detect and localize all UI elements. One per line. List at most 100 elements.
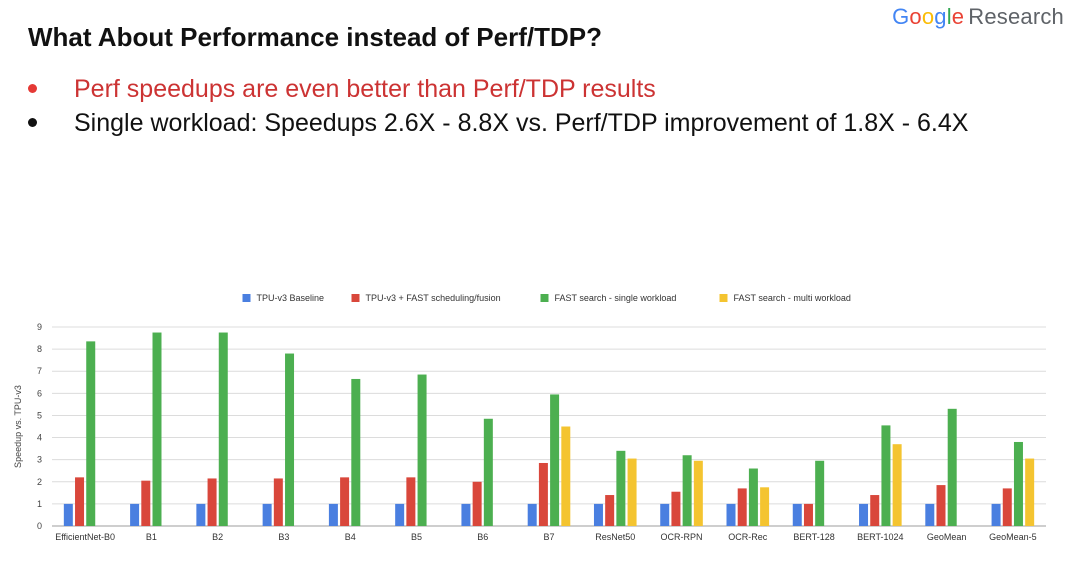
- bar: [947, 408, 957, 526]
- google-research-logo: Google Research: [892, 4, 1064, 30]
- bar: [881, 425, 891, 526]
- y-tick-label: 6: [37, 388, 42, 398]
- speedup-bar-chart: 0 1 2 3 4 5 6 7 8 9 Speedup vs. TPU-v3 EfficientNet…: [13, 293, 1046, 542]
- bar: [660, 503, 670, 526]
- bullet-item: Single workload: Speedups 2.6X - 8.8X vs…: [28, 106, 968, 140]
- bullet-dot-icon: [28, 84, 37, 93]
- bar: [1025, 458, 1035, 526]
- bar: [351, 378, 361, 526]
- bar: [561, 426, 571, 526]
- x-tick-label: B3: [278, 532, 289, 542]
- x-tick-label: ResNet50: [595, 532, 635, 542]
- bar: [483, 418, 493, 526]
- x-tick-label: B4: [345, 532, 356, 542]
- google-letter: o: [921, 4, 935, 29]
- bar: [196, 503, 206, 526]
- slide-title: What About Performance instead of Perf/T…: [28, 22, 602, 52]
- bar: [527, 503, 537, 526]
- bar: [870, 495, 880, 526]
- bar: [693, 460, 703, 526]
- bar: [86, 341, 96, 526]
- bar: [792, 503, 802, 526]
- bar: [461, 503, 471, 526]
- bullet-item: Perf speedups are even better than Perf/…: [28, 72, 968, 106]
- bar: [616, 450, 626, 526]
- x-tick-label: B6: [477, 532, 488, 542]
- y-tick-label: 3: [37, 455, 42, 465]
- bar: [1013, 441, 1023, 526]
- bar: [748, 468, 758, 526]
- legend-label: FAST search - single workload: [555, 293, 677, 303]
- research-wordmark: Research: [968, 4, 1064, 29]
- y-tick-label: 0: [37, 521, 42, 531]
- x-tick-label: BERT-1024: [857, 532, 903, 542]
- google-letter: e: [951, 4, 965, 29]
- bar: [627, 458, 637, 526]
- y-tick-label: 5: [37, 410, 42, 420]
- y-tick-label: 1: [37, 499, 42, 509]
- bar: [395, 503, 405, 526]
- bar: [936, 485, 946, 526]
- bar: [328, 503, 338, 526]
- legend-swatch: [719, 294, 728, 302]
- bar: [262, 503, 272, 526]
- bar: [273, 478, 283, 526]
- bar: [75, 477, 85, 526]
- bar: [671, 491, 681, 526]
- legend-swatch: [540, 294, 549, 302]
- y-tick-label: 7: [37, 366, 42, 376]
- bar: [130, 503, 140, 526]
- x-tick-label: B2: [212, 532, 223, 542]
- bullet-list: Perf speedups are even better than Perf/…: [28, 72, 968, 140]
- bar: [991, 503, 1001, 526]
- bar: [593, 503, 603, 526]
- y-tick-label: 9: [37, 322, 42, 332]
- bullet-text: Single workload: Speedups 2.6X - 8.8X vs…: [74, 109, 969, 137]
- x-tick-label: OCR-Rec: [728, 532, 768, 542]
- bullet-text: Perf speedups are even better than Perf/…: [74, 75, 656, 103]
- x-tick-label: B5: [411, 532, 422, 542]
- bar: [406, 477, 416, 526]
- bar: [760, 487, 770, 526]
- x-tick-label: OCR-RPN: [661, 532, 703, 542]
- google-wordmark: Google: [892, 4, 964, 29]
- legend-swatch: [351, 294, 360, 302]
- x-tick-label: GeoMean-5: [989, 532, 1037, 542]
- bar: [859, 503, 869, 526]
- y-tick-label: 2: [37, 477, 42, 487]
- x-tick-label: GeoMean: [927, 532, 967, 542]
- bar: [726, 503, 736, 526]
- bar: [737, 488, 747, 526]
- bullet-dot-icon: [28, 118, 37, 127]
- google-letter: G: [892, 4, 910, 29]
- y-tick-label: 4: [37, 433, 42, 443]
- bar: [925, 503, 935, 526]
- bar: [285, 353, 295, 526]
- legend-label: TPU-v3 Baseline: [257, 293, 325, 303]
- x-tick-label: BERT-128: [793, 532, 834, 542]
- bar: [538, 462, 548, 526]
- bar: [152, 332, 162, 526]
- legend-swatch: [242, 294, 251, 302]
- bar: [417, 374, 427, 526]
- google-letter: l: [946, 4, 952, 29]
- google-letter: o: [909, 4, 922, 29]
- bar: [815, 460, 825, 526]
- y-axis-label: Speedup vs. TPU-v3: [13, 385, 23, 468]
- bar: [63, 503, 73, 526]
- x-tick-label: B7: [543, 532, 554, 542]
- legend-label: FAST search - multi workload: [734, 293, 851, 303]
- legend-label: TPU-v3 + FAST scheduling/fusion: [366, 293, 501, 303]
- bar: [550, 394, 560, 526]
- y-tick-label: 8: [37, 344, 42, 354]
- bar: [141, 480, 151, 526]
- bar: [207, 478, 217, 526]
- bar: [340, 477, 350, 526]
- bar: [218, 332, 228, 526]
- bar: [472, 481, 482, 526]
- bar: [1002, 488, 1012, 526]
- bar: [605, 495, 615, 526]
- x-tick-label: EfficientNet-B0: [55, 532, 115, 542]
- x-tick-label: B1: [146, 532, 157, 542]
